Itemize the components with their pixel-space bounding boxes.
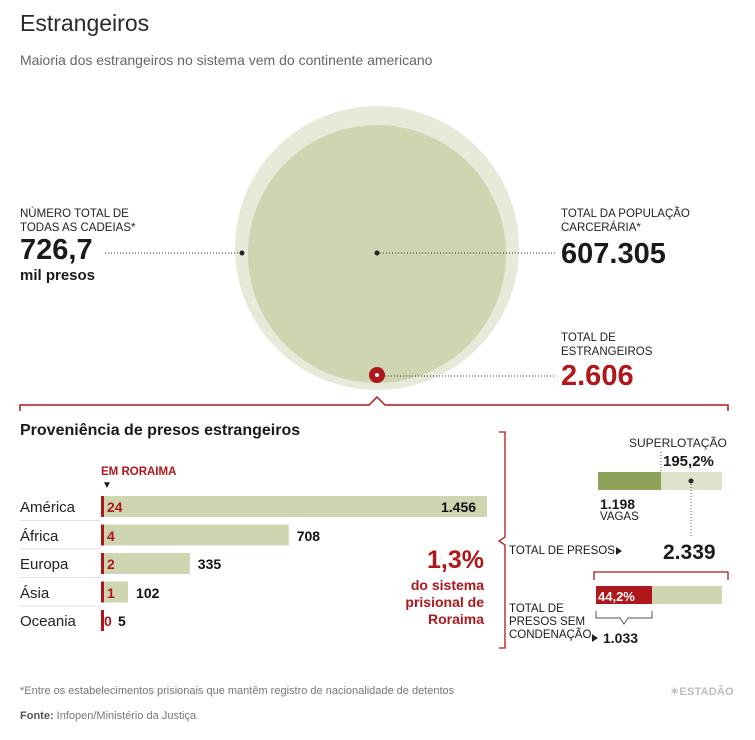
bar-roraima-1 bbox=[101, 524, 104, 546]
category-label: América bbox=[20, 499, 76, 516]
vacancies-label: VAGAS bbox=[600, 511, 639, 523]
source-label: Fonte: bbox=[20, 710, 54, 722]
category-label: África bbox=[20, 527, 59, 545]
capacity-value: 726,7 bbox=[20, 234, 93, 266]
overcrowding-value: 195,2% bbox=[663, 453, 714, 470]
total-value-label: 708 bbox=[296, 527, 321, 544]
foreigners-dot-center bbox=[375, 373, 379, 377]
total-value-label: 335 bbox=[197, 556, 222, 572]
unconvicted-label-line: CONDENAÇÃO bbox=[509, 629, 592, 641]
bar-total-2 bbox=[101, 553, 190, 574]
page-title: Estrangeiros bbox=[20, 10, 150, 36]
population-value: 607.305 bbox=[561, 238, 666, 270]
roraima-share-text: do sistema prisional de Roraima bbox=[380, 577, 484, 628]
roraima-brace bbox=[497, 431, 506, 649]
bar-total-1 bbox=[101, 524, 289, 546]
bar-total-0 bbox=[101, 496, 487, 517]
source-text: Infopen/Ministério da Justiça bbox=[53, 710, 197, 722]
bar-roraima-4 bbox=[101, 610, 104, 631]
logo-text: ESTADÃO bbox=[679, 686, 734, 698]
roraima-value-label: 4 bbox=[107, 527, 115, 544]
roraima-share-line: Roraima bbox=[427, 611, 484, 627]
population-label: TOTAL DA POPULAÇÃO CARCERÁRIA* bbox=[561, 208, 690, 234]
population-leader-dot bbox=[374, 250, 380, 256]
roraima-share-value: 1,3% bbox=[427, 546, 484, 574]
unconvicted-bracket bbox=[595, 611, 653, 625]
category-label: Europa bbox=[20, 556, 69, 573]
capacity-label: NÚMERO TOTAL DE TODAS AS CADEIAS* bbox=[20, 208, 136, 234]
footnote: *Entre os estabelecimentos prisionais qu… bbox=[20, 685, 455, 697]
unconvicted-value: 1.033 bbox=[603, 630, 639, 646]
bar-roraima-3 bbox=[101, 581, 104, 603]
roraima-value-label: 2 bbox=[107, 556, 115, 572]
origin-bars bbox=[20, 496, 487, 631]
total-presos-value: 2.339 bbox=[663, 541, 716, 564]
roraima-value-label: 0 bbox=[104, 613, 112, 629]
estadao-logo: ✶ESTADÃO bbox=[670, 685, 734, 698]
total-presos-label: TOTAL DE PRESOS bbox=[509, 545, 615, 557]
page-subtitle: Maioria dos estrangeiros no sistema vem … bbox=[20, 52, 433, 68]
capacity-leader-dot bbox=[239, 250, 245, 256]
total-presos-arrow bbox=[616, 547, 622, 555]
roraima-value-label: 24 bbox=[107, 499, 123, 515]
unconvicted-pct: 44,2% bbox=[598, 589, 635, 604]
total-value-label: 102 bbox=[136, 584, 160, 601]
em-roraima-arrow: ▼ bbox=[102, 480, 112, 491]
bar-roraima-2 bbox=[101, 553, 104, 574]
vacancies-value: 1.198 bbox=[600, 496, 636, 512]
roraima-share-line: do sistema bbox=[410, 577, 484, 593]
bar-total-3 bbox=[101, 581, 129, 603]
unconvicted-label: TOTAL DE PRESOS SEM CONDENAÇÃO bbox=[509, 603, 591, 642]
unconvicted-label-line: TOTAL DE bbox=[509, 603, 564, 615]
roraima-value-label: 1 bbox=[107, 584, 115, 601]
section-bracket bbox=[19, 395, 729, 411]
em-roraima-label: EM RORAIMA bbox=[101, 466, 177, 478]
logo-mark-icon: ✶ bbox=[670, 686, 680, 698]
roraima-share-line: prisional de bbox=[405, 594, 484, 610]
section-title: Proveniência de presos estrangeiros bbox=[20, 422, 301, 439]
total-value-label: 5 bbox=[118, 613, 126, 629]
overcrowding-label: SUPERLOTAÇÃO bbox=[629, 436, 727, 450]
source: Fonte: Infopen/Ministério da Justiça bbox=[20, 710, 196, 722]
foreigners-value: 2.606 bbox=[561, 360, 634, 392]
category-label: Oceania bbox=[20, 613, 76, 630]
unconvicted-rest-bar bbox=[652, 586, 722, 604]
capacity-unit: mil presos bbox=[20, 267, 96, 284]
unconvicted-label-line: PRESOS SEM bbox=[509, 616, 586, 628]
foreigners-label: TOTAL DE ESTRANGEIROS bbox=[561, 332, 653, 358]
total-presos-bracket bbox=[593, 571, 729, 580]
unconvicted-arrow bbox=[592, 634, 598, 642]
total-value-label: 1.456 bbox=[441, 499, 477, 515]
bar-roraima-0 bbox=[101, 496, 104, 517]
category-label: Ásia bbox=[20, 584, 50, 602]
vacancies-bar bbox=[598, 472, 661, 490]
unconvicted-bar bbox=[596, 586, 652, 604]
